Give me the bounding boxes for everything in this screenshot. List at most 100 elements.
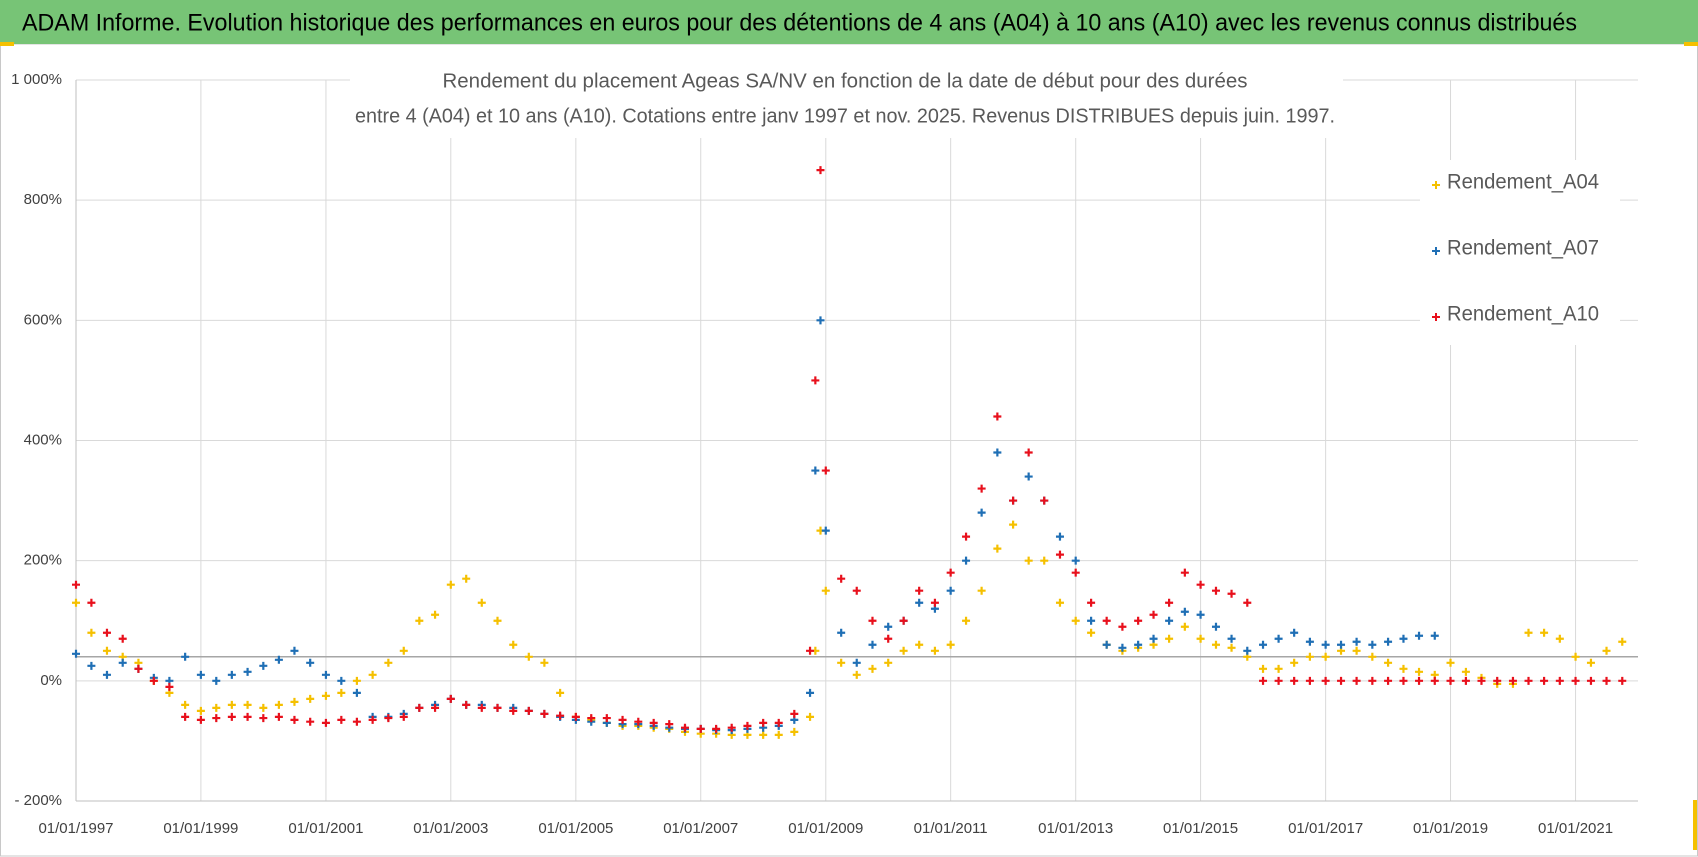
data-point (1102, 640, 1111, 649)
x-tick-label: 01/01/2021 (1538, 820, 1613, 837)
data-point (1009, 520, 1018, 529)
data-point (509, 640, 518, 649)
data-point (899, 646, 908, 655)
data-point (1586, 676, 1595, 685)
data-point (462, 574, 471, 583)
data-point (399, 646, 408, 655)
data-point (1571, 652, 1580, 661)
header-bar (0, 0, 1698, 44)
data-point (87, 598, 96, 607)
y-tick-label: 800% (24, 191, 62, 208)
data-point (321, 670, 330, 679)
data-point (540, 658, 549, 667)
data-point (477, 703, 486, 712)
x-tick-label: 01/01/2009 (788, 820, 863, 837)
data-point (196, 715, 205, 724)
data-point (1352, 637, 1361, 646)
data-point (1134, 616, 1143, 625)
data-point (1055, 598, 1064, 607)
data-point (1305, 652, 1314, 661)
data-point (1524, 628, 1533, 637)
data-point (165, 682, 174, 691)
data-point (306, 658, 315, 667)
x-tick-label: 01/01/2013 (1038, 820, 1113, 837)
data-point (1274, 634, 1283, 643)
data-point (1165, 634, 1174, 643)
data-point (727, 723, 736, 732)
data-point (1352, 676, 1361, 685)
data-point (1274, 676, 1283, 685)
data-point (759, 730, 768, 739)
data-point (837, 574, 846, 583)
data-point (1399, 664, 1408, 673)
data-point (1321, 640, 1330, 649)
data-point (915, 640, 924, 649)
data-point (884, 634, 893, 643)
data-point (337, 688, 346, 697)
data-point (352, 688, 361, 697)
y-tick-label: 600% (24, 311, 62, 328)
data-point (1102, 616, 1111, 625)
data-point (1227, 589, 1236, 598)
data-point (946, 568, 955, 577)
data-point (290, 646, 299, 655)
data-point (1337, 676, 1346, 685)
corner-mark (0, 42, 14, 46)
x-tick-label: 01/01/2007 (663, 820, 738, 837)
data-point (1430, 676, 1439, 685)
data-point (1430, 631, 1439, 640)
data-point (1446, 676, 1455, 685)
data-point (790, 709, 799, 718)
data-point (102, 646, 111, 655)
data-point (1149, 634, 1158, 643)
data-point (852, 586, 861, 595)
data-point (1524, 676, 1533, 685)
data-point (1415, 631, 1424, 640)
data-point (1149, 610, 1158, 619)
data-point (415, 703, 424, 712)
data-point (1321, 676, 1330, 685)
data-point (852, 670, 861, 679)
data-point (321, 718, 330, 727)
data-point (993, 448, 1002, 457)
header-title: ADAM Informe. Evolution historique des p… (22, 9, 1577, 36)
data-point (1352, 646, 1361, 655)
data-point (1368, 652, 1377, 661)
y-tick-label: 400% (24, 431, 62, 448)
data-point (1024, 448, 1033, 457)
data-point (1211, 586, 1220, 595)
data-point (352, 676, 361, 685)
legend: Rendement_A04 Rendement_A07 Rendement_A10 (1420, 160, 1620, 345)
data-point (930, 646, 939, 655)
data-point (837, 628, 846, 637)
data-point (399, 712, 408, 721)
legend-label: Rendement_A07 (1447, 237, 1599, 260)
legend-marker (1432, 313, 1440, 321)
legend-marker (1432, 247, 1440, 255)
data-point (962, 556, 971, 565)
data-point (1399, 676, 1408, 685)
data-point (806, 646, 815, 655)
data-point (102, 670, 111, 679)
data-point (540, 709, 549, 718)
subtitle-box (350, 66, 1343, 138)
data-point (259, 714, 268, 723)
corner-mark (1693, 800, 1697, 850)
data-point (259, 703, 268, 712)
data-point (290, 697, 299, 706)
data-point (306, 717, 315, 726)
data-point (1446, 658, 1455, 667)
data-point (384, 658, 393, 667)
data-point (227, 670, 236, 679)
data-point (1461, 676, 1470, 685)
data-point (1415, 676, 1424, 685)
data-point (321, 691, 330, 700)
data-point (665, 720, 674, 729)
data-point (118, 658, 127, 667)
data-point (196, 670, 205, 679)
data-point (1586, 658, 1595, 667)
y-tick-label: 200% (24, 552, 62, 569)
x-tick-label: 01/01/2011 (914, 820, 988, 837)
data-point (87, 661, 96, 670)
